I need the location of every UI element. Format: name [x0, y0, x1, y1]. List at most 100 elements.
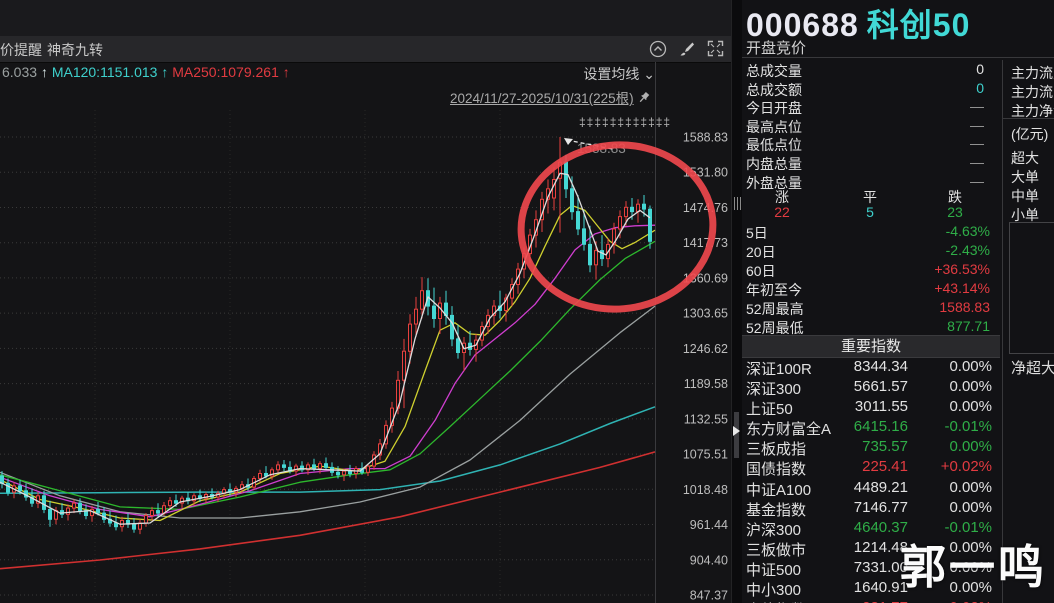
splitter-grip-icon[interactable] [734, 197, 741, 210]
y-axis-label: 1246.62 [683, 342, 728, 356]
index-name: 国债指数 [746, 461, 807, 479]
candle-body [342, 470, 346, 476]
index-row[interactable]: 东方财富全A 6415.16 -0.01% [742, 417, 1000, 438]
index-row[interactable]: 中证500 7331.00 0.00% [742, 558, 1000, 579]
expand-right-arrow-icon[interactable] [733, 426, 740, 436]
stat-value: 0 [976, 79, 984, 96]
candle-body [6, 482, 10, 493]
candle-body [282, 464, 286, 468]
y-axis-label: 1075.51 [683, 448, 728, 462]
candle-body [306, 464, 310, 471]
candle-body [258, 473, 262, 479]
candle-body [414, 308, 418, 325]
flow-label: 大单 [1011, 169, 1039, 185]
index-row[interactable]: 中证A100 4489.21 0.00% [742, 478, 1000, 499]
index-pct: 0.00% [949, 579, 992, 597]
candle-body [150, 510, 154, 517]
stat-value: — [970, 153, 984, 170]
toolbar-item-magic-nine[interactable]: 神奇九转 [47, 42, 103, 58]
index-pct: 0.00% [949, 378, 992, 396]
period-label: 52周最低 [746, 320, 804, 336]
candle-body [270, 469, 274, 477]
period-row: 20日 -2.43% [742, 241, 1000, 260]
candle-body [420, 290, 424, 310]
period-value: -4.63% [945, 223, 990, 239]
candle-body [366, 465, 370, 473]
candle-body [18, 485, 22, 492]
stat-label: 最低点位 [746, 137, 802, 154]
index-table: 深证100R 8344.34 0.00% 深证300 5661.57 0.00% 上证50 3… [742, 357, 1000, 603]
y-axis-label: 904.40 [690, 553, 728, 567]
ma-line-MA10 [0, 204, 656, 522]
index-row[interactable]: 企债指数 231.77 +0.02% [742, 598, 1000, 603]
candle-body [78, 502, 82, 512]
index-name: 中小300 [746, 582, 802, 600]
index-name: 沪深300 [746, 521, 802, 539]
index-pct: 0.00% [949, 398, 992, 416]
candle-body [390, 407, 394, 426]
candle-body [48, 508, 52, 520]
candle-body [42, 495, 46, 510]
y-axis-label: 1417.73 [683, 236, 728, 250]
period-row: 52周最低 877.71 [742, 317, 1000, 336]
index-row[interactable]: 上证50 3011.55 0.00% [742, 397, 1000, 419]
stat-label: 外盘总量 [746, 174, 802, 191]
y-axis-label: 961.44 [690, 518, 728, 532]
index-row[interactable]: 三板做市 1214.48 0.00% [742, 538, 1000, 559]
index-pct: 0.00% [949, 558, 992, 576]
pin-icon [639, 91, 649, 102]
index-table-header: 重要指数 [742, 335, 1000, 358]
candle-body [276, 464, 280, 471]
ma-line-MA5 [0, 172, 651, 525]
ma-settings-dropdown[interactable]: 设置均线 ⌄ [583, 66, 655, 82]
index-pct: +0.02% [940, 458, 992, 476]
candle-body [168, 500, 172, 507]
index-row[interactable]: 深证300 5661.57 0.00% [742, 377, 1000, 398]
period-label: 5日 [746, 225, 768, 241]
updown-value: 5 [866, 204, 874, 220]
candle-body [612, 228, 616, 245]
candle-body [624, 206, 628, 218]
flow-footer-label: 净超大 [1011, 360, 1054, 377]
updown-value: 22 [774, 204, 790, 220]
index-name: 基金指数 [746, 501, 807, 519]
updown-header: 涨 [775, 189, 789, 205]
period-label: 年初至今 [746, 282, 802, 298]
index-row[interactable]: 基金指数 7146.77 0.00% [742, 498, 1000, 519]
candle-body [438, 302, 442, 320]
toolbar-item-price-alert[interactable]: 价提醒 [0, 42, 42, 58]
period-label: 52周最高 [746, 301, 804, 317]
index-pct: 0.00% [949, 498, 992, 516]
candle-body [156, 510, 160, 514]
index-row[interactable]: 深证100R 8344.34 0.00% [742, 357, 1000, 378]
stat-row: 最高点位 — [742, 116, 1000, 135]
ma-legend: 6.033 ↑ MA120:1151.013 ↑ MA250:1079.261 … [2, 64, 290, 80]
candle-body [600, 250, 604, 260]
index-name: 中证500 [746, 561, 802, 579]
date-range-link[interactable]: 2024/11/27-2025/10/31(225根) [450, 87, 651, 107]
candle-body [564, 161, 568, 190]
y-axis-label: 1132.55 [684, 412, 728, 426]
stat-value: — [970, 172, 984, 189]
candle-body [36, 495, 40, 504]
index-value: 6415.16 [853, 418, 908, 436]
fullscreen-icon[interactable] [706, 39, 725, 58]
collapse-up-icon[interactable] [648, 39, 667, 58]
brush-icon[interactable] [677, 39, 696, 58]
candle-body [192, 495, 196, 502]
stat-row: 最低点位 — [742, 134, 1000, 153]
index-value: 3011.55 [854, 398, 908, 416]
index-pct: +0.02% [941, 599, 992, 603]
y-axis-label: 847.37 [690, 588, 728, 602]
stat-label: 内盘总量 [746, 155, 802, 172]
index-row[interactable]: 三板成指 735.57 0.00% [742, 437, 1000, 458]
index-name: 企债指数 [746, 599, 806, 603]
index-pct: 0.00% [949, 358, 992, 375]
index-row[interactable]: 中小300 1640.91 0.00% [742, 578, 1000, 600]
index-row[interactable]: 国债指数 225.41 +0.02% [742, 457, 1000, 479]
candle-body [96, 508, 100, 514]
index-row[interactable]: 沪深300 4640.37 -0.01% [742, 518, 1000, 539]
index-name: 上证50 [746, 401, 793, 419]
candle-body [642, 203, 646, 210]
candlestick-chart[interactable]: 1588.831531.801474.761417.731360.691303.… [0, 0, 731, 603]
